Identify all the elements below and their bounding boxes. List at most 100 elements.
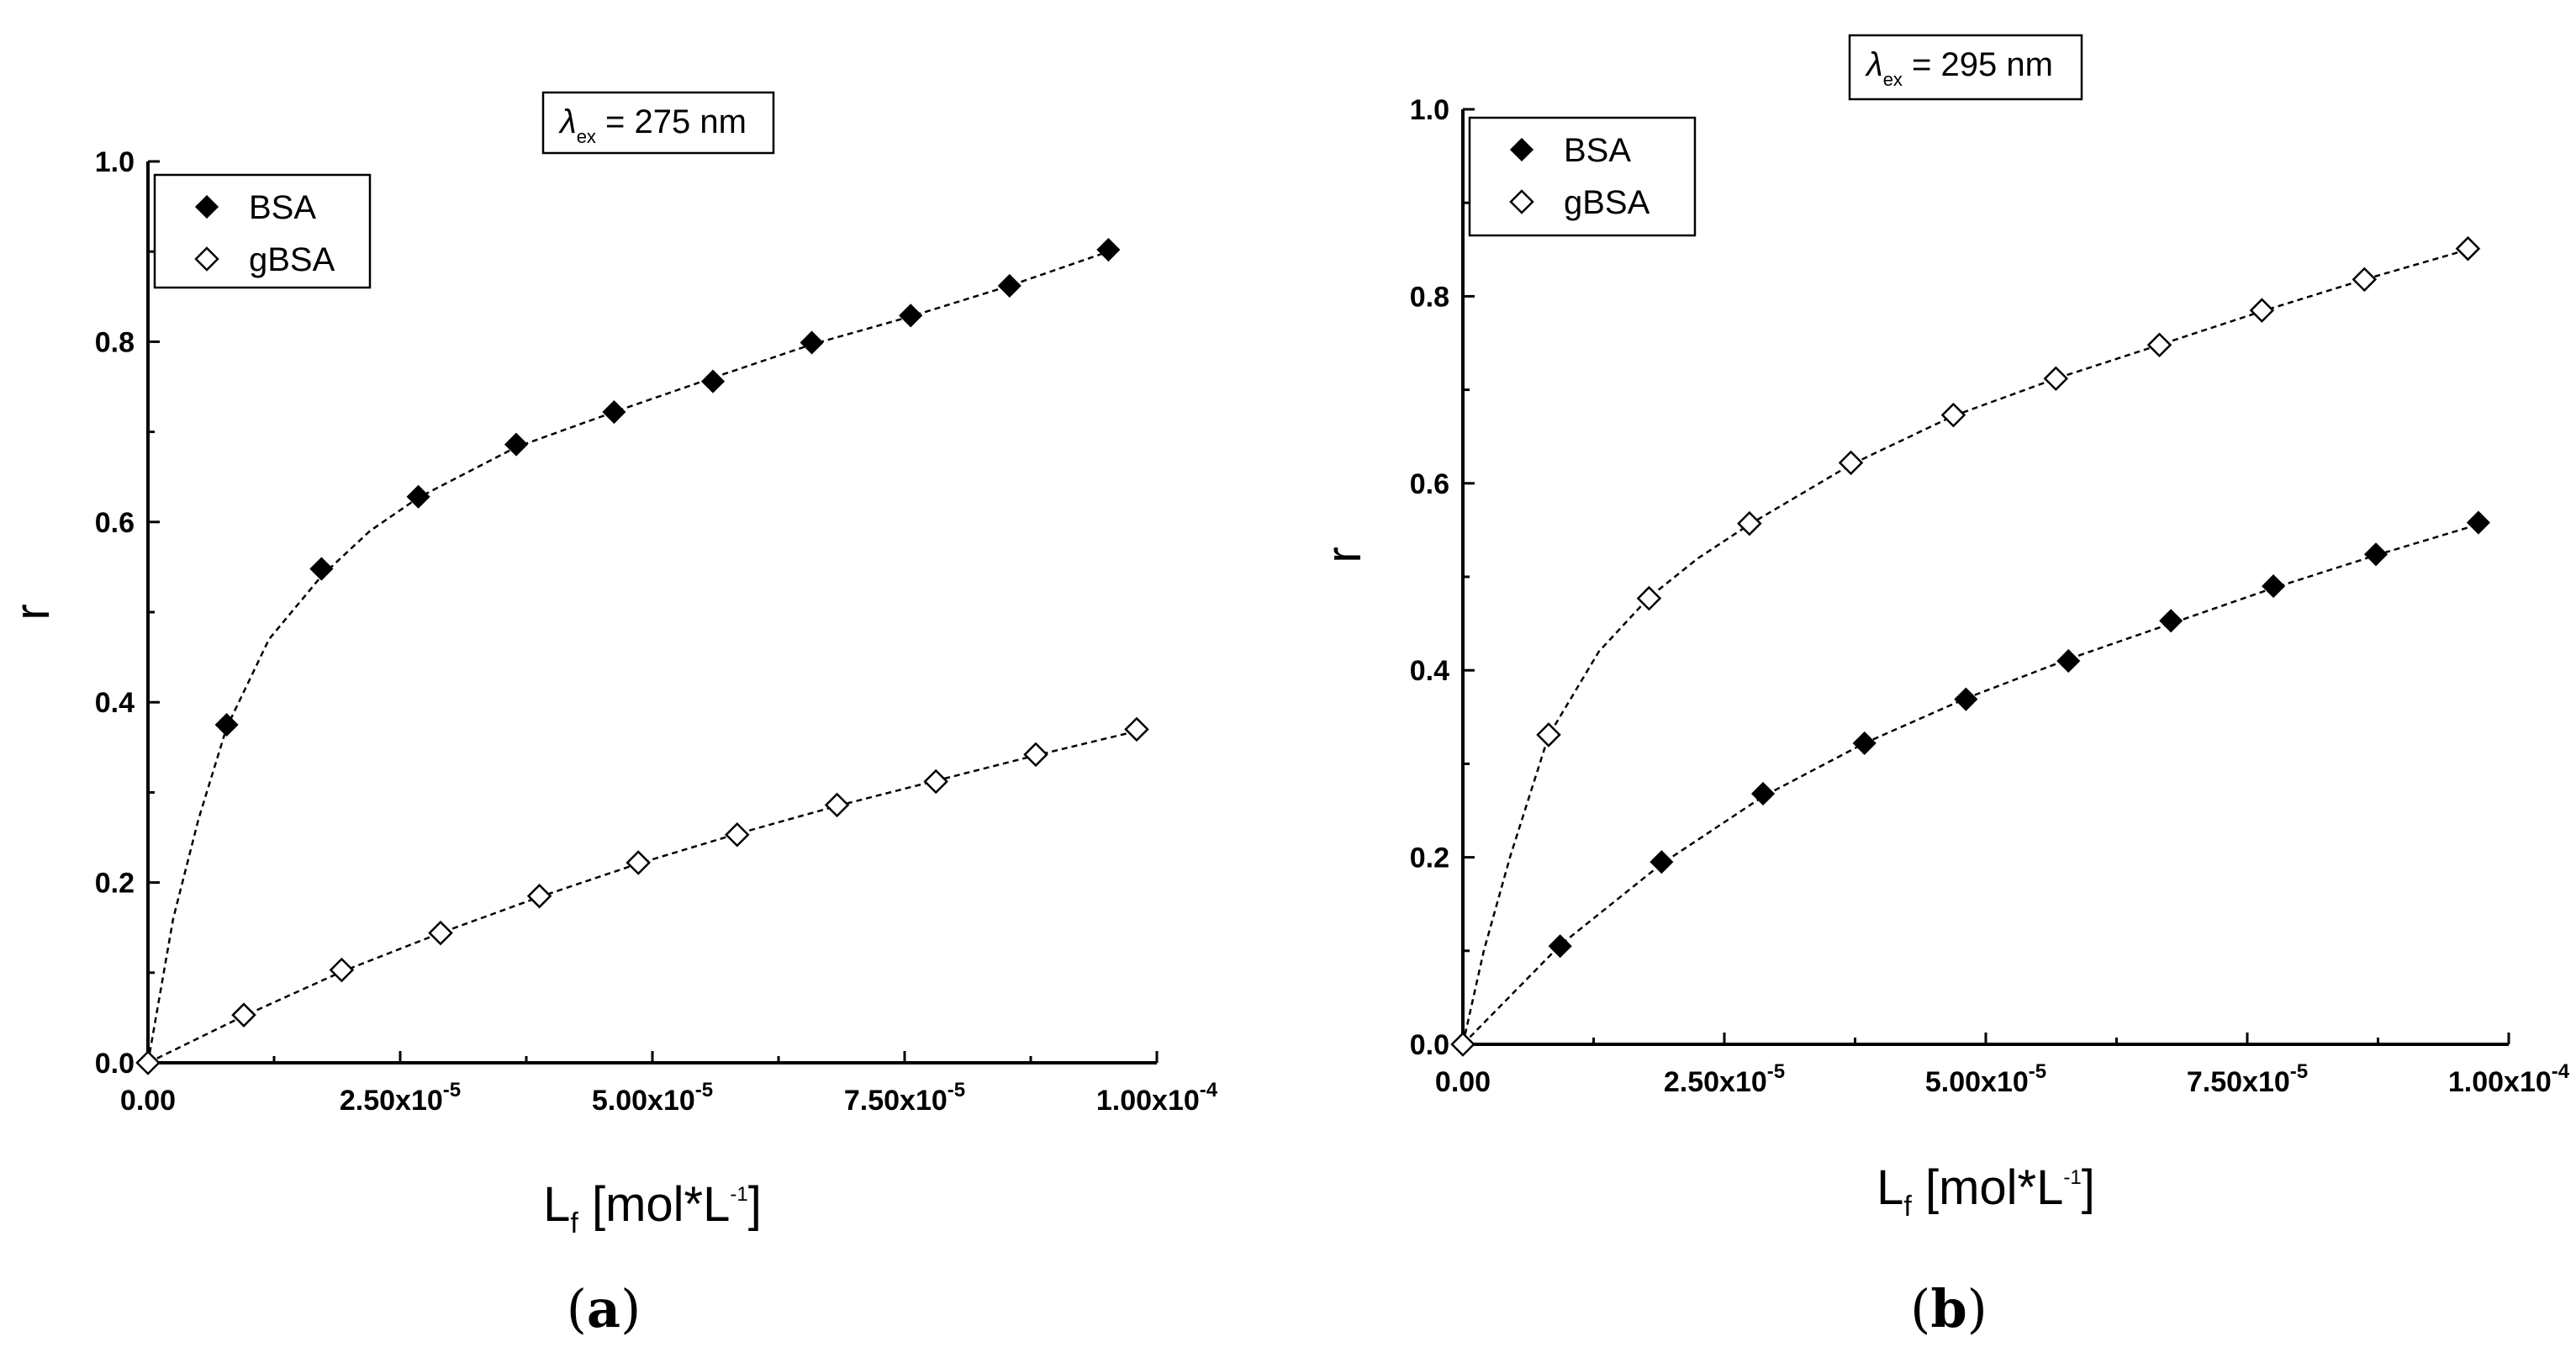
data-point-gbsa <box>923 769 948 795</box>
data-point-gbsa <box>1450 1032 1475 1057</box>
data-point-bsa <box>1650 850 1674 874</box>
data-point-bsa <box>2056 649 2081 674</box>
data-point-gbsa <box>2146 332 2172 357</box>
annotation-value: = 275 nm <box>596 103 747 140</box>
data-point-bsa <box>214 712 239 737</box>
lambda-subscript: ex <box>1883 69 1903 90</box>
data-point-bsa <box>309 557 334 581</box>
data-point-bsa <box>1852 731 1877 755</box>
data-point-bsa <box>1954 687 1978 711</box>
panel-caption: (b) <box>1910 1278 1987 1339</box>
x-title-unit: [mol*L <box>1912 1160 2064 1215</box>
data-point-gbsa <box>428 920 453 946</box>
x-tick-exponent: -5 <box>948 1079 965 1101</box>
caption-letter: b <box>1930 1278 1966 1339</box>
x-title-main: L <box>543 1177 570 1232</box>
x-tick-exponent: -5 <box>2290 1060 2308 1083</box>
y-tick-label: 1.0 <box>1410 94 1449 126</box>
legend-box <box>1468 116 1697 237</box>
data-point-bsa <box>2363 542 2389 567</box>
x-tick-label: 0.00 <box>1435 1066 1491 1098</box>
x-tick-exponent: -5 <box>1767 1060 1785 1083</box>
data-point-gbsa <box>1636 585 1662 611</box>
x-title-main: L <box>1877 1160 1903 1215</box>
y-tick-label: 0.8 <box>1410 281 1449 313</box>
data-point-gbsa <box>2249 298 2275 323</box>
x-tick-mantissa: 0.00 <box>1435 1066 1491 1098</box>
x-tick-label: 7.50x10-5 <box>844 1079 965 1117</box>
caption-close-paren: ) <box>620 1278 641 1339</box>
excitation-annotation: λex = 275 nm <box>541 91 775 155</box>
data-point-gbsa <box>1124 716 1149 742</box>
y-tick-label: 0.6 <box>1410 468 1449 500</box>
legend-box <box>153 173 372 289</box>
data-point-gbsa <box>626 850 651 875</box>
data-point-gbsa <box>725 822 750 848</box>
legend-marker-bsa <box>194 194 219 219</box>
data-point-gbsa <box>2043 366 2069 392</box>
legend-label-bsa: BSA <box>1564 132 1631 169</box>
data-point-gbsa <box>1536 722 1561 747</box>
x-tick-label: 0.00 <box>120 1085 176 1117</box>
x-tick-mantissa: 1.00x10 <box>2448 1066 2552 1098</box>
x-tick-exponent: -5 <box>443 1079 461 1101</box>
annotation-value: = 295 nm <box>1903 46 2053 83</box>
legend: BSA gBSA <box>153 173 372 289</box>
x-tick-label: 5.00x10-5 <box>592 1079 713 1117</box>
data-point-bsa <box>504 432 529 457</box>
x-tick-exponent: -5 <box>695 1079 713 1101</box>
y-tick-label: 0.2 <box>1410 843 1449 874</box>
x-tick-label: 1.00x10-4 <box>1096 1079 1218 1117</box>
panel-a-chart: 0.00.20.40.60.81.00.00 2.50x10-5 5.00x10-5… <box>5 91 1218 1339</box>
legend-marker-bsa <box>1509 137 1534 162</box>
panel-caption: (a) <box>567 1278 641 1339</box>
x-tick-mantissa: 1.00x10 <box>1096 1085 1200 1117</box>
data-point-bsa <box>602 399 626 425</box>
data-point-bsa <box>1750 781 1776 806</box>
data-point-gbsa <box>135 1050 161 1075</box>
data-point-gbsa <box>2455 235 2481 261</box>
legend-label-gbsa: gBSA <box>249 241 335 278</box>
x-title-subscript: f <box>570 1207 578 1239</box>
x-title-superscript: -1 <box>2063 1166 2081 1189</box>
legend-label-gbsa: gBSA <box>1564 184 1650 221</box>
data-point-bsa <box>2159 609 2183 633</box>
data-point-gbsa <box>526 883 552 909</box>
data-point-bsa <box>700 369 726 394</box>
data-point-bsa <box>800 330 824 355</box>
data-point-gbsa <box>1940 402 1966 428</box>
x-tick-label: 5.00x10-5 <box>1925 1060 2046 1098</box>
y-tick-label: 0.0 <box>1410 1029 1449 1061</box>
legend-marker-gbsa <box>1509 189 1534 214</box>
x-axis-title: Lf [mol*L-1] <box>543 1177 762 1239</box>
data-point-gbsa <box>329 957 355 983</box>
data-point-bsa <box>1096 237 1121 262</box>
x-tick-label: 7.50x10-5 <box>2187 1060 2308 1098</box>
x-tick-exponent: -5 <box>2029 1060 2046 1083</box>
y-tick-label: 0.0 <box>95 1048 135 1080</box>
data-point-bsa <box>1548 934 1572 959</box>
lambda-symbol: λ <box>558 103 577 140</box>
y-tick-label: 0.8 <box>95 326 135 358</box>
x-tick-mantissa: 5.00x10 <box>1925 1066 2029 1098</box>
x-title-unit: [mol*L <box>578 1177 731 1232</box>
data-point-gbsa <box>1838 450 1864 476</box>
excitation-annotation: λex = 295 nm <box>1848 34 2083 101</box>
data-point-bsa <box>406 484 430 509</box>
legend-label-bsa: BSA <box>249 189 316 226</box>
x-title-close: ] <box>2082 1160 2095 1215</box>
lambda-symbol: λ <box>1865 46 1883 83</box>
data-point-bsa <box>2466 510 2490 535</box>
caption-open-paren: ( <box>567 1278 587 1339</box>
legend-marker-gbsa <box>194 246 219 272</box>
caption-open-paren: ( <box>1910 1278 1930 1339</box>
x-title-superscript: -1 <box>730 1183 747 1206</box>
panel-b-chart: 0.00.20.40.60.81.00.00 2.50x10-5 5.00x10-5… <box>1317 34 2570 1339</box>
x-tick-mantissa: 2.50x10 <box>1664 1066 1767 1098</box>
data-point-gbsa <box>824 792 850 818</box>
data-point-gbsa <box>2352 267 2378 293</box>
x-tick-mantissa: 7.50x10 <box>844 1085 948 1117</box>
caption-close-paren: ) <box>1967 1278 1987 1339</box>
